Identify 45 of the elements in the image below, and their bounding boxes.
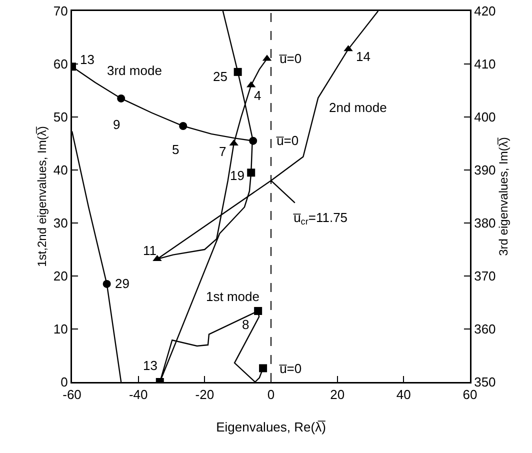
annotation: 2nd mode bbox=[329, 100, 387, 115]
annotation: u̅$_{cr}$=11.75 bbox=[293, 210, 348, 227]
annotation: 5 bbox=[172, 142, 180, 157]
y-tick-label: 10 bbox=[53, 322, 68, 337]
x-tick-label: -60 bbox=[62, 387, 82, 402]
y2-tick-label: 360 bbox=[474, 322, 496, 337]
annotation: 13 bbox=[80, 52, 94, 67]
annotation: 29 bbox=[115, 276, 130, 291]
annotation: 7 bbox=[219, 144, 226, 159]
annotation: 25 bbox=[213, 69, 228, 84]
y-tick-label: 30 bbox=[53, 216, 68, 231]
annotation: u̅=0 bbox=[276, 133, 299, 148]
y2-axis-title: 3rd eigenvalues, Im(λ̅) bbox=[496, 137, 510, 256]
y2-tick-label: 400 bbox=[474, 110, 496, 125]
annotation: 14 bbox=[356, 49, 370, 64]
annotation: 1st mode bbox=[206, 289, 260, 304]
y2-tick-label: 420 bbox=[474, 4, 496, 19]
annotation: u̅=0 bbox=[279, 51, 302, 66]
y2-tick-label: 380 bbox=[474, 216, 496, 231]
y2-tick-label: 370 bbox=[474, 268, 496, 284]
y-tick-label: 60 bbox=[53, 56, 68, 72]
x-tick-label: 20 bbox=[330, 387, 345, 402]
x-tick-label: 60 bbox=[462, 387, 478, 402]
x-axis-title: Eigenvalues, Re(λ̅) bbox=[216, 420, 326, 434]
y-tick-label: 40 bbox=[53, 162, 68, 178]
annotation: 11 bbox=[143, 243, 156, 258]
annotation: 3rd mode bbox=[107, 63, 162, 78]
y-tick-label: 20 bbox=[53, 268, 68, 284]
annotation: 19 bbox=[230, 168, 244, 183]
x-tick-label: 0 bbox=[267, 387, 275, 402]
y2-tick-label: 350 bbox=[474, 374, 496, 390]
y-tick-label: 70 bbox=[53, 4, 68, 19]
annotation: 8 bbox=[242, 317, 250, 332]
y-tick-label: 0 bbox=[60, 374, 68, 390]
y2-tick-label: 390 bbox=[474, 162, 496, 178]
annotation: 13 bbox=[143, 358, 158, 373]
y-tick-label: 50 bbox=[53, 110, 68, 125]
y2-tick-label: 410 bbox=[474, 56, 496, 72]
x-tick-label: -20 bbox=[195, 387, 214, 402]
annotation: u̅=0 bbox=[279, 361, 302, 376]
y-axis-title: 1st,2nd eigenvalues, Im(λ̅) bbox=[34, 126, 49, 267]
annotation: 9 bbox=[113, 117, 120, 132]
x-tick-label: 40 bbox=[396, 387, 411, 402]
annotation: 4 bbox=[254, 88, 262, 103]
x-tick-label: -40 bbox=[128, 387, 148, 402]
